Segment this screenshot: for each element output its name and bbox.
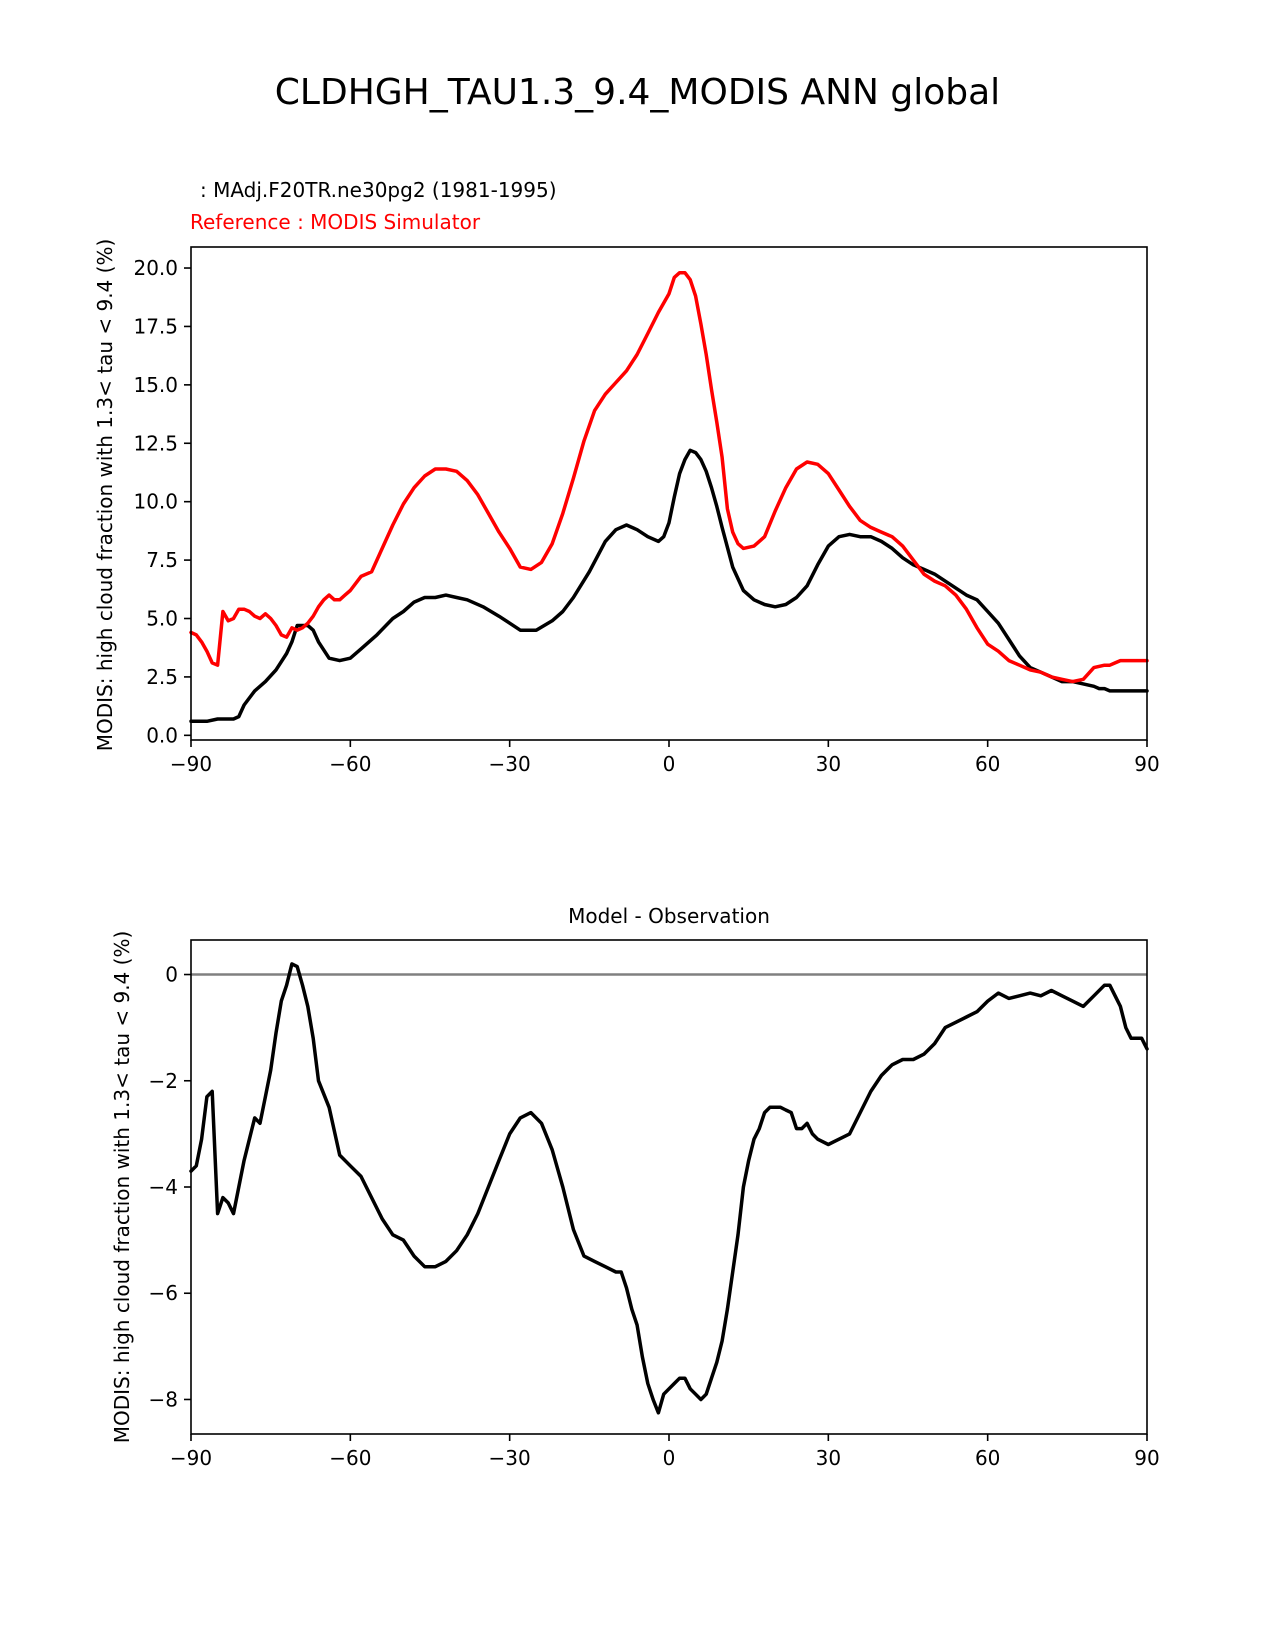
test-label: : MAdj.F20TR.ne30pg2 (1981-1995) — [200, 178, 557, 202]
series-line-difference — [189, 962, 1149, 1415]
y-tick-label: 7.5 — [146, 548, 178, 572]
x-tick-label: 0 — [663, 1446, 676, 1470]
y-tick-label: −8 — [149, 1387, 178, 1411]
axes-frame — [190, 939, 1148, 1435]
x-tick-label: −90 — [170, 752, 212, 776]
x-tick-label: 30 — [816, 1446, 841, 1470]
y-tick-label: 15.0 — [133, 373, 178, 397]
x-tick-label: 60 — [975, 1446, 1000, 1470]
y-tick-label: −4 — [149, 1175, 178, 1199]
y-tick-label: 0 — [165, 963, 178, 987]
x-tick-label: 90 — [1134, 1446, 1159, 1470]
y-tick-label: 0.0 — [146, 723, 178, 747]
y-axis-label-bottom: MODIS: high cloud fraction with 1.3< tau… — [110, 931, 134, 1443]
y-tick-label: 2.5 — [146, 665, 178, 689]
x-tick-label: 30 — [816, 752, 841, 776]
x-tick-label: −30 — [489, 1446, 531, 1470]
axes-frame — [190, 246, 1148, 741]
figure-title: CLDHGH_TAU1.3_9.4_MODIS ANN global — [274, 72, 1001, 113]
x-tick-label: 0 — [663, 752, 676, 776]
y-tick-label: 20.0 — [133, 256, 178, 280]
series-line-test — [189, 448, 1149, 724]
x-tick-label: −60 — [329, 1446, 371, 1470]
y-tick-label: 10.0 — [133, 490, 178, 514]
x-tick-label: −30 — [489, 752, 531, 776]
y-tick-label: 17.5 — [133, 314, 178, 338]
reference-label: Reference : MODIS Simulator — [190, 210, 481, 234]
y-tick-label: −2 — [149, 1069, 178, 1093]
y-axis-label-top: MODIS: high cloud fraction with 1.3< tau… — [93, 239, 117, 751]
panel-bottom: Model - Observation MODIS: high cloud fr… — [110, 904, 1160, 1470]
panel-title-diff: Model - Observation — [568, 904, 770, 928]
panel-top: : MAdj.F20TR.ne30pg2 (1981-1995) Referen… — [93, 178, 1160, 776]
x-tick-label: −90 — [170, 1446, 212, 1470]
x-tick-label: −60 — [329, 752, 371, 776]
y-tick-label: −6 — [149, 1281, 178, 1305]
x-tick-label: 90 — [1134, 752, 1159, 776]
x-tick-label: 60 — [975, 752, 1000, 776]
y-tick-label: 5.0 — [146, 607, 178, 631]
y-tick-label: 12.5 — [133, 431, 178, 455]
series-line-reference — [189, 270, 1149, 684]
